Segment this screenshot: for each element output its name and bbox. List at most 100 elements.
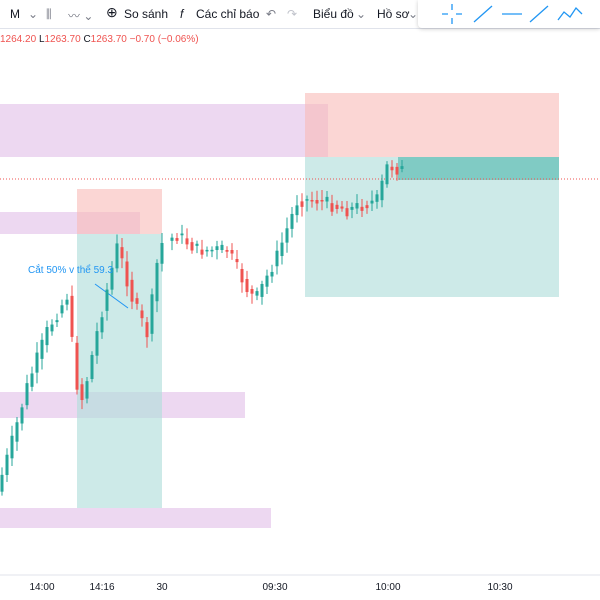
candle-body: [350, 206, 354, 210]
x-tick-label: 10:00: [375, 582, 400, 593]
candle-body: [315, 200, 319, 204]
candle-body: [375, 194, 379, 202]
candle-body: [335, 204, 339, 209]
x-tick-label: 14:16: [89, 582, 114, 593]
candle-body: [270, 271, 274, 277]
candle-body: [190, 242, 194, 251]
pattern-tool[interactable]: [557, 6, 583, 21]
x-tick-label: 14:00: [29, 582, 54, 593]
candle-body: [85, 381, 89, 399]
candle-body: [40, 339, 44, 359]
high: 1264.20: [0, 34, 37, 45]
candle-body: [275, 250, 279, 267]
redo[interactable]: ↷: [287, 7, 298, 21]
candle-body: [330, 203, 334, 212]
chart-menu[interactable]: Biểu đồ: [313, 7, 354, 21]
candle-body: [90, 354, 94, 379]
candle-body: [110, 267, 114, 290]
candle-body: [25, 383, 29, 406]
candle-body: [15, 422, 19, 442]
candle-body: [75, 342, 79, 390]
candle-body: [45, 327, 49, 346]
candle-body: [95, 331, 99, 356]
candle-body: [265, 275, 269, 287]
candle-body: [290, 213, 294, 229]
candle-body: [225, 250, 229, 252]
undo[interactable]: ↶: [266, 7, 277, 21]
candle-body: [0, 474, 4, 492]
candle-body: [70, 295, 74, 337]
close-label: C: [83, 34, 91, 45]
trend-tool[interactable]: [473, 5, 493, 23]
candle-body: [245, 279, 249, 293]
candle-body: [195, 243, 199, 246]
compare-icon[interactable]: ⊕: [106, 4, 118, 20]
candle-body: [5, 454, 9, 475]
candle-body: [340, 206, 344, 209]
candle-body: [210, 249, 214, 252]
candle-body: [10, 435, 14, 459]
low-label: L: [38, 34, 45, 45]
candle-body: [345, 208, 349, 217]
candle-body: [140, 310, 144, 319]
candle-body: [130, 279, 134, 302]
candle-body: [395, 166, 399, 175]
target-zone: [305, 157, 559, 297]
candle-body: [355, 203, 359, 209]
candle-body: [230, 250, 234, 254]
candle-body: [310, 200, 314, 202]
candle-body: [200, 249, 204, 255]
interval[interactable]: M: [10, 7, 20, 21]
candle-body: [115, 243, 119, 269]
candle-body: [150, 294, 154, 334]
close: 1263.70: [90, 34, 127, 45]
crosshair-tool[interactable]: [442, 4, 462, 24]
indicators[interactable]: Các chỉ báo: [196, 7, 260, 21]
candle-body: [120, 247, 124, 259]
candle-body: [60, 305, 64, 314]
candle-body: [215, 246, 219, 250]
candle-body: [255, 291, 259, 296]
candle-body: [170, 237, 174, 241]
candle-body: [185, 238, 189, 245]
candle-body: [65, 299, 69, 305]
candle-body: [360, 206, 364, 211]
candle-body: [260, 283, 264, 297]
annotation: Cắt 50% v thể 59.3: [28, 263, 113, 276]
drawing-panel: [418, 0, 600, 28]
candle-body: [155, 262, 159, 302]
candle-body: [135, 298, 139, 304]
interval-dropdown[interactable]: ⌄: [28, 7, 39, 21]
candle-body: [365, 205, 369, 209]
candle-body: [55, 320, 59, 323]
chart-dropdown[interactable]: ⌄: [356, 7, 367, 21]
indicators-icon[interactable]: f: [180, 7, 184, 21]
candle-body: [280, 242, 284, 257]
profile-dropdown[interactable]: ⌄: [408, 7, 419, 21]
candle-body: [385, 164, 389, 185]
candle-body: [175, 238, 179, 241]
candle-body: [145, 322, 149, 338]
candle-body: [160, 242, 164, 264]
x-tick-label: 10:30: [487, 582, 512, 593]
candle-body: [50, 324, 54, 332]
chart-type[interactable]: ⫼: [46, 7, 52, 21]
compare[interactable]: So sánh: [124, 7, 169, 21]
candle-body: [325, 196, 329, 202]
candle-body: [250, 289, 254, 294]
candle-body: [30, 373, 34, 387]
line-type[interactable]: 〰 ⌄: [68, 9, 94, 23]
annotation-line: [94, 283, 129, 309]
zone: [0, 104, 328, 157]
stop-zone: [305, 93, 559, 157]
ray-tool[interactable]: [529, 5, 549, 23]
candle-body: [285, 228, 289, 243]
drawing-tools: [442, 4, 583, 24]
candle-body: [180, 233, 184, 236]
candle-body: [220, 244, 224, 250]
x-tick-label: 30: [156, 582, 168, 593]
profile[interactable]: Hồ sơ: [377, 7, 410, 21]
candle-body: [390, 166, 394, 171]
zone: [0, 508, 271, 528]
